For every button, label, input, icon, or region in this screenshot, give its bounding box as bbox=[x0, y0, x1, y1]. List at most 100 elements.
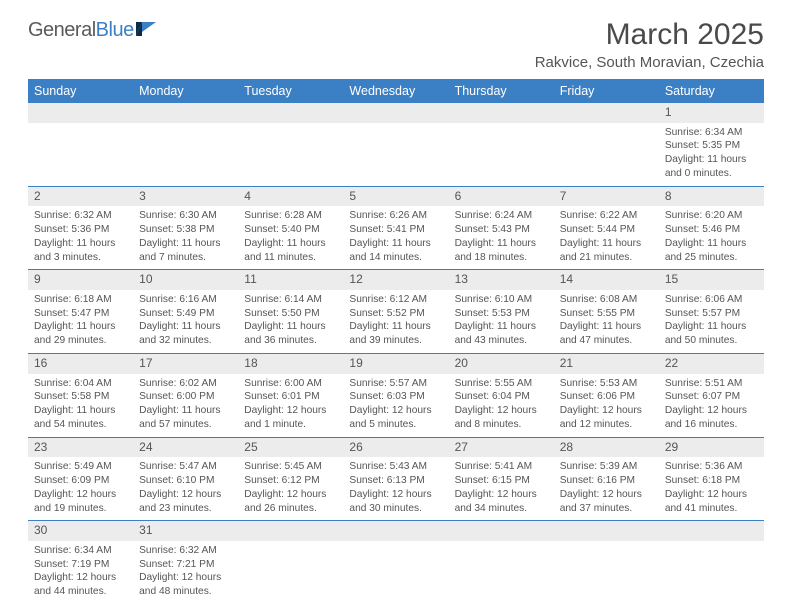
logo: GeneralBlue bbox=[28, 18, 158, 42]
day-number: 21 bbox=[554, 354, 659, 374]
month-title: March 2025 bbox=[535, 18, 764, 52]
calendar-cell: 18Sunrise: 6:00 AMSunset: 6:01 PMDayligh… bbox=[238, 353, 343, 437]
sunrise-text: Sunrise: 6:34 AM bbox=[34, 544, 127, 558]
day-number bbox=[28, 103, 133, 123]
day-number: 14 bbox=[554, 270, 659, 290]
daylight-text: Daylight: 12 hours and 1 minute. bbox=[244, 404, 337, 432]
sunrise-text: Sunrise: 6:26 AM bbox=[349, 209, 442, 223]
sunrise-text: Sunrise: 6:04 AM bbox=[34, 377, 127, 391]
day-details: Sunrise: 6:08 AMSunset: 5:55 PMDaylight:… bbox=[554, 290, 659, 353]
calendar-cell: 16Sunrise: 6:04 AMSunset: 5:58 PMDayligh… bbox=[28, 353, 133, 437]
sunrise-text: Sunrise: 5:55 AM bbox=[455, 377, 548, 391]
calendar-cell: 23Sunrise: 5:49 AMSunset: 6:09 PMDayligh… bbox=[28, 437, 133, 521]
day-number: 15 bbox=[659, 270, 764, 290]
day-number: 10 bbox=[133, 270, 238, 290]
daylight-text: Daylight: 12 hours and 37 minutes. bbox=[560, 488, 653, 516]
sunset-text: Sunset: 7:21 PM bbox=[139, 558, 232, 572]
day-number: 31 bbox=[133, 521, 238, 541]
day-number: 12 bbox=[343, 270, 448, 290]
daylight-text: Daylight: 11 hours and 43 minutes. bbox=[455, 320, 548, 348]
sunset-text: Sunset: 5:43 PM bbox=[455, 223, 548, 237]
calendar-week: 2Sunrise: 6:32 AMSunset: 5:36 PMDaylight… bbox=[28, 186, 764, 270]
day-details: Sunrise: 6:12 AMSunset: 5:52 PMDaylight:… bbox=[343, 290, 448, 353]
calendar-cell: 26Sunrise: 5:43 AMSunset: 6:13 PMDayligh… bbox=[343, 437, 448, 521]
day-number: 1 bbox=[659, 103, 764, 123]
sunrise-text: Sunrise: 5:45 AM bbox=[244, 460, 337, 474]
calendar-cell bbox=[659, 521, 764, 604]
calendar-cell bbox=[449, 103, 554, 186]
day-details: Sunrise: 6:30 AMSunset: 5:38 PMDaylight:… bbox=[133, 206, 238, 269]
day-number bbox=[659, 521, 764, 541]
daylight-text: Daylight: 12 hours and 48 minutes. bbox=[139, 571, 232, 599]
daylight-text: Daylight: 11 hours and 11 minutes. bbox=[244, 237, 337, 265]
sunset-text: Sunset: 6:10 PM bbox=[139, 474, 232, 488]
calendar-cell bbox=[554, 103, 659, 186]
calendar-cell: 19Sunrise: 5:57 AMSunset: 6:03 PMDayligh… bbox=[343, 353, 448, 437]
day-details: Sunrise: 6:34 AMSunset: 5:35 PMDaylight:… bbox=[659, 123, 764, 186]
sunrise-text: Sunrise: 6:30 AM bbox=[139, 209, 232, 223]
sunset-text: Sunset: 6:04 PM bbox=[455, 390, 548, 404]
day-number: 3 bbox=[133, 187, 238, 207]
daylight-text: Daylight: 11 hours and 0 minutes. bbox=[665, 153, 758, 181]
day-details: Sunrise: 5:43 AMSunset: 6:13 PMDaylight:… bbox=[343, 457, 448, 520]
calendar-cell: 24Sunrise: 5:47 AMSunset: 6:10 PMDayligh… bbox=[133, 437, 238, 521]
day-number: 18 bbox=[238, 354, 343, 374]
calendar-cell: 25Sunrise: 5:45 AMSunset: 6:12 PMDayligh… bbox=[238, 437, 343, 521]
day-details: Sunrise: 6:06 AMSunset: 5:57 PMDaylight:… bbox=[659, 290, 764, 353]
day-header: Tuesday bbox=[238, 79, 343, 103]
sunrise-text: Sunrise: 6:00 AM bbox=[244, 377, 337, 391]
sunrise-text: Sunrise: 5:49 AM bbox=[34, 460, 127, 474]
logo-text-b: Blue bbox=[96, 19, 134, 42]
day-details: Sunrise: 6:04 AMSunset: 5:58 PMDaylight:… bbox=[28, 374, 133, 437]
sunset-text: Sunset: 5:47 PM bbox=[34, 307, 127, 321]
sunset-text: Sunset: 6:16 PM bbox=[560, 474, 653, 488]
day-number bbox=[238, 521, 343, 541]
sunrise-text: Sunrise: 5:57 AM bbox=[349, 377, 442, 391]
sunset-text: Sunset: 5:50 PM bbox=[244, 307, 337, 321]
day-number bbox=[449, 521, 554, 541]
sunset-text: Sunset: 6:07 PM bbox=[665, 390, 758, 404]
day-details: Sunrise: 5:45 AMSunset: 6:12 PMDaylight:… bbox=[238, 457, 343, 520]
sunset-text: Sunset: 5:41 PM bbox=[349, 223, 442, 237]
calendar-cell: 28Sunrise: 5:39 AMSunset: 6:16 PMDayligh… bbox=[554, 437, 659, 521]
sunrise-text: Sunrise: 6:18 AM bbox=[34, 293, 127, 307]
day-details: Sunrise: 6:20 AMSunset: 5:46 PMDaylight:… bbox=[659, 206, 764, 269]
day-details: Sunrise: 5:47 AMSunset: 6:10 PMDaylight:… bbox=[133, 457, 238, 520]
calendar-cell bbox=[343, 521, 448, 604]
day-details: Sunrise: 6:22 AMSunset: 5:44 PMDaylight:… bbox=[554, 206, 659, 269]
day-header: Wednesday bbox=[343, 79, 448, 103]
calendar-cell: 20Sunrise: 5:55 AMSunset: 6:04 PMDayligh… bbox=[449, 353, 554, 437]
calendar-cell: 2Sunrise: 6:32 AMSunset: 5:36 PMDaylight… bbox=[28, 186, 133, 270]
day-details: Sunrise: 5:36 AMSunset: 6:18 PMDaylight:… bbox=[659, 457, 764, 520]
day-number: 30 bbox=[28, 521, 133, 541]
day-details: Sunrise: 6:00 AMSunset: 6:01 PMDaylight:… bbox=[238, 374, 343, 437]
sunrise-text: Sunrise: 6:02 AM bbox=[139, 377, 232, 391]
daylight-text: Daylight: 12 hours and 19 minutes. bbox=[34, 488, 127, 516]
daylight-text: Daylight: 11 hours and 21 minutes. bbox=[560, 237, 653, 265]
calendar-cell: 15Sunrise: 6:06 AMSunset: 5:57 PMDayligh… bbox=[659, 270, 764, 354]
sunrise-text: Sunrise: 6:12 AM bbox=[349, 293, 442, 307]
daylight-text: Daylight: 12 hours and 34 minutes. bbox=[455, 488, 548, 516]
calendar-cell: 27Sunrise: 5:41 AMSunset: 6:15 PMDayligh… bbox=[449, 437, 554, 521]
day-details: Sunrise: 6:26 AMSunset: 5:41 PMDaylight:… bbox=[343, 206, 448, 269]
sunrise-text: Sunrise: 6:22 AM bbox=[560, 209, 653, 223]
sunrise-text: Sunrise: 6:28 AM bbox=[244, 209, 337, 223]
sunrise-text: Sunrise: 6:34 AM bbox=[665, 126, 758, 140]
sunset-text: Sunset: 6:12 PM bbox=[244, 474, 337, 488]
daylight-text: Daylight: 12 hours and 41 minutes. bbox=[665, 488, 758, 516]
day-number: 2 bbox=[28, 187, 133, 207]
day-details: Sunrise: 5:39 AMSunset: 6:16 PMDaylight:… bbox=[554, 457, 659, 520]
calendar-cell: 7Sunrise: 6:22 AMSunset: 5:44 PMDaylight… bbox=[554, 186, 659, 270]
day-details: Sunrise: 6:16 AMSunset: 5:49 PMDaylight:… bbox=[133, 290, 238, 353]
day-number bbox=[449, 103, 554, 123]
day-header: Saturday bbox=[659, 79, 764, 103]
sunrise-text: Sunrise: 5:53 AM bbox=[560, 377, 653, 391]
title-block: March 2025 Rakvice, South Moravian, Czec… bbox=[535, 18, 764, 71]
daylight-text: Daylight: 11 hours and 18 minutes. bbox=[455, 237, 548, 265]
sunset-text: Sunset: 5:38 PM bbox=[139, 223, 232, 237]
logo-text-a: General bbox=[28, 19, 96, 42]
calendar-cell: 4Sunrise: 6:28 AMSunset: 5:40 PMDaylight… bbox=[238, 186, 343, 270]
daylight-text: Daylight: 11 hours and 14 minutes. bbox=[349, 237, 442, 265]
daylight-text: Daylight: 11 hours and 39 minutes. bbox=[349, 320, 442, 348]
day-number: 22 bbox=[659, 354, 764, 374]
